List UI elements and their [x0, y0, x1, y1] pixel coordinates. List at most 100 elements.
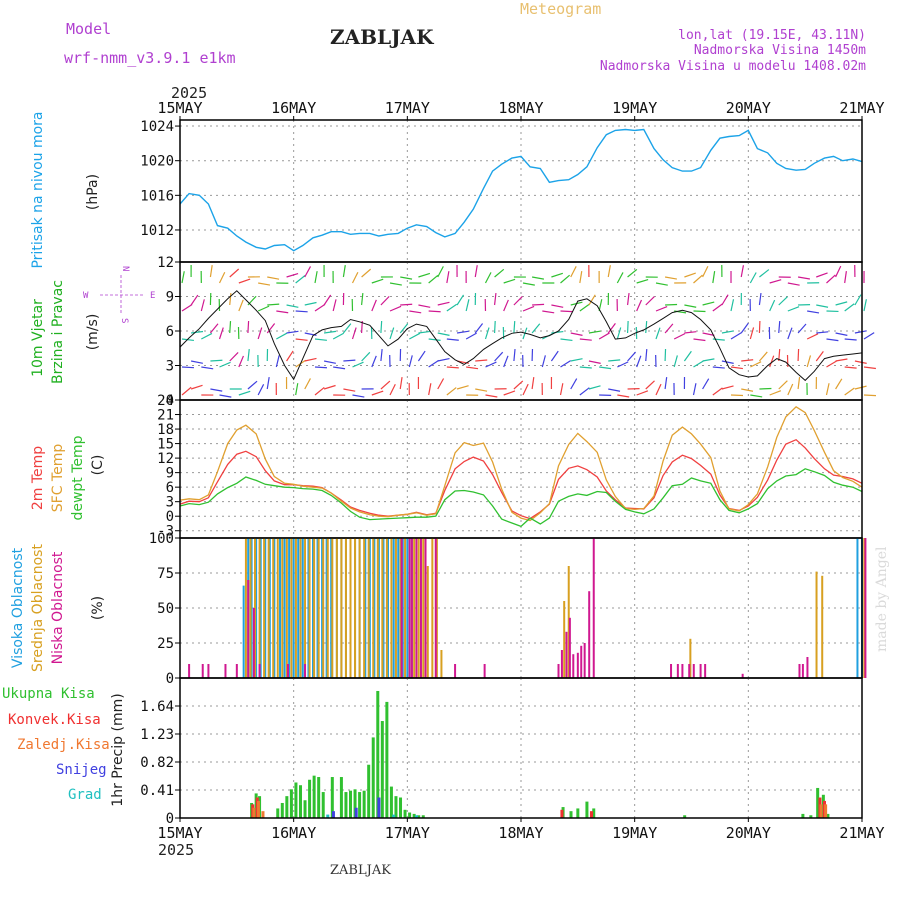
wind-barb: [560, 310, 573, 313]
wind-barb: [437, 332, 450, 336]
wind-barb: [693, 360, 705, 368]
cloud-high-bar: [368, 538, 371, 678]
cloud-low-bar: [201, 664, 204, 678]
wind-barb: [636, 390, 649, 396]
wind-barb: [579, 366, 592, 369]
precip-total-bar: [576, 808, 580, 818]
wind-barb: [418, 272, 431, 278]
wind-barb: [247, 380, 258, 390]
precip-hail-bar: [392, 814, 396, 818]
wind-barb: [446, 387, 457, 396]
cloud-low-bar: [688, 664, 691, 678]
wind-barb: [684, 304, 697, 308]
wind-barb: [758, 351, 768, 362]
wind-barb: [513, 296, 523, 306]
cloud-low-bar: [699, 664, 702, 678]
wind-barb: [712, 366, 725, 369]
wind-barb: [475, 388, 488, 392]
wind-barb: [588, 360, 601, 364]
wind-barb: [352, 361, 364, 368]
wind-barb: [342, 265, 346, 278]
wind-barb: [684, 272, 696, 278]
wind-barb: [588, 294, 596, 306]
cloud-high-bar: [273, 538, 276, 678]
cloud-low-bar: [410, 538, 413, 678]
wind-barb: [541, 355, 546, 368]
cloud-mid-bar: [317, 538, 320, 678]
wind-barb: [664, 276, 678, 280]
wind-barb: [286, 350, 294, 362]
model-name: wrf-nmm_v3.9.1 e1km: [64, 49, 236, 67]
cloud-mid-bar: [267, 538, 270, 678]
wind-barb: [560, 274, 571, 284]
y-tick-label: 18: [157, 422, 174, 438]
wind-barb: [200, 299, 205, 312]
precip-total-bar: [816, 787, 820, 818]
wind-barb: [304, 378, 311, 390]
cloud-mid-bar: [254, 538, 257, 678]
y-tick-label: 3: [166, 359, 174, 375]
wind-barb: [730, 332, 742, 340]
cloud-mid-bar: [426, 566, 429, 678]
wind-barb: [588, 385, 601, 390]
cloud-low-bar: [670, 664, 673, 678]
wind-barb: [570, 332, 583, 336]
product-title: Meteogram: [520, 0, 601, 18]
wind-barb: [218, 271, 226, 284]
cloud-low-bar: [741, 673, 744, 678]
year-bottom: 2025: [158, 841, 194, 859]
precip-freezing-bar: [824, 804, 828, 818]
wind-barb: [361, 268, 372, 278]
cloud-mid-bar: [308, 538, 311, 678]
wind-barb: [475, 359, 488, 362]
compass-south: S: [119, 318, 129, 323]
wind-barb: [835, 265, 842, 278]
y-tick-label: 1012: [140, 223, 174, 239]
wind-barb: [522, 383, 529, 396]
wind-barb: [485, 361, 497, 368]
wind-barb: [494, 268, 505, 278]
wind-barb: [191, 330, 204, 334]
cloud-high-title: Visoka Oblacnost: [10, 547, 26, 668]
wind-barb: [409, 310, 422, 314]
precip-snow-bar: [331, 811, 335, 818]
wind-barb: [465, 299, 470, 312]
wind-barb: [551, 272, 564, 278]
wind-barb: [295, 275, 306, 284]
wind-barb: [579, 271, 583, 284]
cloud-unit: (%): [90, 596, 106, 620]
wind-barb: [636, 278, 649, 284]
wind-barb: [787, 383, 794, 396]
wind-barb: [844, 271, 847, 284]
wind-barb: [750, 361, 762, 368]
precip-total-bar: [809, 815, 813, 818]
cloud-low-bar: [692, 664, 695, 678]
cloud-mid-title: Srednja Oblacnost: [30, 544, 46, 672]
legend-snow: Snijeg: [56, 762, 107, 778]
wind-barb: [209, 323, 219, 334]
wind-barb: [570, 358, 583, 362]
y-tick-label: 1.64: [140, 699, 174, 715]
cloud-low-bar: [588, 591, 591, 678]
wind-barb: [428, 359, 440, 368]
precip-total-bar: [358, 792, 362, 818]
cloud-low-bar: [560, 650, 563, 678]
precip-snow-bar: [354, 807, 358, 818]
wind-barb: [437, 301, 450, 306]
date-label-top: 16MAY: [271, 99, 316, 117]
compass-east: E: [150, 291, 155, 301]
wind-barb: [314, 386, 325, 396]
dewpt-title: dewpt Temp: [70, 435, 86, 520]
cloud-low-bar: [247, 580, 250, 678]
cloud-mid-bar: [263, 538, 266, 678]
precip-total-bar: [569, 811, 573, 818]
wind-barb: [608, 359, 621, 362]
wind-barb: [863, 394, 877, 397]
precip-total-bar: [330, 777, 334, 818]
wind-barb: [778, 320, 781, 334]
y-tick-label: 50: [157, 601, 174, 617]
wind-barb: [333, 366, 346, 370]
cloud-high-bar: [292, 538, 295, 678]
wind-barb: [323, 384, 336, 390]
wind-title-line2: Brzina i Pravac: [50, 280, 66, 384]
